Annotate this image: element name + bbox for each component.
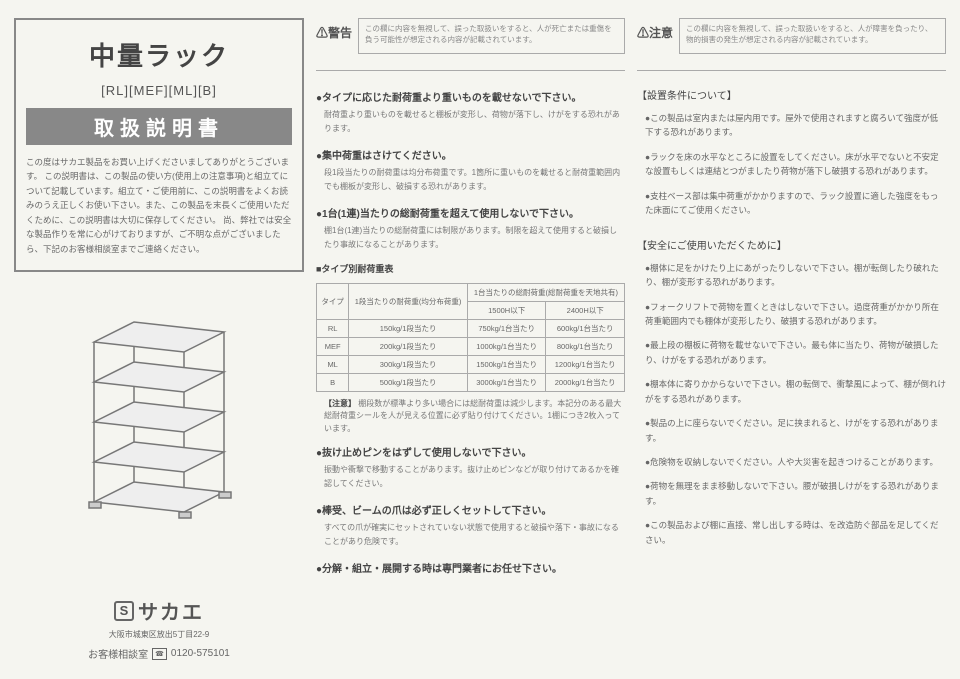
section-1-body: 耐荷重より重いものを載せると棚板が変形し、荷物が落下し、けがをする恐れがあります… [316, 108, 625, 135]
section-2-body: 段1段当たりの耐荷重は均分布荷重です。1箇所に重いものを載せると耐荷重範囲内でも… [316, 166, 625, 193]
section-3-head: ●1台(1連)当たりの総耐荷重を超えて使用しないで下さい。 [316, 205, 625, 220]
divider [316, 70, 625, 71]
safety-item-8: ●この製品および棚に直接、常し出しする時は、を改造防ぐ部品を足してください。 [637, 518, 946, 547]
caution-box: この欄に内容を無視して、誤った取扱いをすると、人が障害を負ったり、物的損害の発生… [679, 18, 946, 54]
install-item-3: ●支柱ベース部は集中荷重がかかりますので、ラック設置に適した強度をもった床面にて… [637, 189, 946, 218]
right-column: ⚠注意 この欄に内容を無視して、誤った取扱いをすると、人が障害を負ったり、物的損… [637, 18, 946, 661]
note-head: 【注意】 [324, 399, 356, 408]
warning-label: ⚠警告 [316, 18, 352, 41]
th-sub2: 2400H以下 [546, 301, 625, 319]
safety-item-2: ●フォークリフトで荷物を置くときはしないで下さい。過度荷重がかかり所在荷重範囲内… [637, 300, 946, 329]
section-1-head: ●タイプに応じた耐荷重より重いものを載せないで下さい。 [316, 89, 625, 104]
brand-phone: お客様相談室 ☎ 0120-575101 [88, 646, 230, 661]
brand-name: サカエ [138, 596, 204, 625]
safety-item-3: ●最上段の棚板に荷物を載せないで下さい。最も体に当たり、荷物が破損したり、けがを… [637, 338, 946, 367]
table-row: ML300kg/1段当たり1500kg/1台当たり1200kg/1台当たり [317, 355, 625, 373]
safety-item-4: ●棚本体に寄りかからないで下さい。棚の転倒で、衝撃風によって、棚が倒れけがをする… [637, 377, 946, 406]
section-3-body: 棚1台(1連)当たりの総耐荷重には制限があります。制限を超えて使用すると破損した… [316, 224, 625, 251]
table-row: RL150kg/1段当たり750kg/1台当たり600kg/1台当たり [317, 319, 625, 337]
table-note: 【注意】 棚段数が標準より多い場合には総耐荷重は減少します。本記分のある最大総耐… [316, 398, 625, 436]
table-row: MEF200kg/1段当たり1000kg/1台当たり800kg/1台当たり [317, 337, 625, 355]
section-2-head: ●集中荷重はさけてください。 [316, 147, 625, 162]
section-5-body: すべての爪が確実にセットされていない状態で使用すると破損や落下・事故になることが… [316, 521, 625, 548]
section-5-head: ●棒受、ビームの爪は必ず正しくセットして下さい。 [316, 502, 625, 517]
th-perseg: 1段当たりの耐荷重(均分布荷重) [349, 283, 468, 319]
shelf-diagram [64, 302, 254, 522]
note-body: 棚段数が標準より多い場合には総耐荷重は減少します。本記分のある最大総耐荷重シール… [324, 399, 621, 434]
safety-item-6: ●危険物を収納しないでください。人や大災害を起きつけることがあります。 [637, 455, 946, 469]
model-codes: [RL][MEF][ML][B] [26, 83, 292, 98]
safety-item-1: ●棚体に足をかけたり上にあがったりしないで下さい。棚が転倒したり破れたり、棚が変… [637, 261, 946, 290]
title-box: 中量ラック [RL][MEF][ML][B] 取扱説明書 この度はサカエ製品をお… [14, 18, 304, 272]
th-sub1: 1500H以下 [467, 301, 546, 319]
section-4-body: 振動や衝撃で移動することがあります。抜け止めピンなどが取り付けてあるかを確認して… [316, 463, 625, 490]
safety-item-5: ●製品の上に座らないでください。足に挟まれると、けがをする恐れがあります。 [637, 416, 946, 445]
brand-address: 大阪市城東区放出5丁目22-9 [14, 629, 304, 640]
install-head: 【設置条件について】 [637, 87, 946, 102]
install-item-1: ●この製品は室内または屋内用です。屋外で使用されますと腐ろいて強度が低下する恐れ… [637, 111, 946, 140]
intro-text: この度はサカエ製品をお買い上げくださいましてありがとうございます。 この説明書は… [26, 155, 292, 256]
phone-icon: ☎ [152, 648, 167, 660]
manual-banner: 取扱説明書 [26, 108, 292, 145]
section-4-head: ●抜け止めピンをはずして使用しないで下さい。 [316, 444, 625, 459]
table-row: B500kg/1段当たり3000kg/1台当たり2000kg/1台当たり [317, 373, 625, 391]
warning-box: この欄に内容を無視して、誤った取扱いをすると、人が死亡または重傷を負う可能性が想… [358, 18, 625, 54]
spec-table: タイプ 1段当たりの耐荷重(均分布荷重) 1台当たりの総耐荷重(総耐荷重を天地共… [316, 283, 625, 392]
middle-column: ⚠警告 この欄に内容を無視して、誤った取扱いをすると、人が死亡または重傷を負う可… [316, 18, 625, 661]
install-item-2: ●ラックを床の水平なところに設置をしてください。床が水平でないと不安定な設置もし… [637, 150, 946, 179]
caution-label: ⚠注意 [637, 18, 673, 41]
product-title: 中量ラック [26, 36, 292, 73]
section-6-head: ●分解・組立・展開する時は専門業者にお任せ下さい。 [316, 560, 625, 575]
divider [637, 70, 946, 71]
brand-block: S サカエ 大阪市城東区放出5丁目22-9 お客様相談室 ☎ 0120-5751… [14, 596, 304, 661]
warning-row: ⚠警告 この欄に内容を無視して、誤った取扱いをすると、人が死亡または重傷を負う可… [316, 18, 625, 54]
left-column: 中量ラック [RL][MEF][ML][B] 取扱説明書 この度はサカエ製品をお… [14, 18, 304, 661]
th-total: 1台当たりの総耐荷重(総耐荷重を天地共有) [467, 283, 624, 301]
brand-s-icon: S [114, 601, 134, 621]
safety-item-7: ●荷物を無理をまま移動しないで下さい。腰が破損しけがをする恐れがあります。 [637, 479, 946, 508]
caution-row: ⚠注意 この欄に内容を無視して、誤った取扱いをすると、人が障害を負ったり、物的損… [637, 18, 946, 54]
th-type: タイプ [317, 283, 349, 319]
safety-head: 【安全にご使用いただくために】 [637, 237, 946, 252]
brand-logo: S サカエ [114, 596, 204, 625]
phone-number: 0120-575101 [171, 648, 230, 659]
phone-label: お客様相談室 [88, 646, 148, 661]
table-head: ■タイプ別耐荷重表 [316, 262, 625, 275]
